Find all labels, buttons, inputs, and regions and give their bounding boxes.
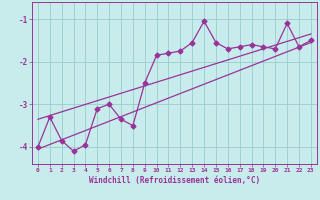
X-axis label: Windchill (Refroidissement éolien,°C): Windchill (Refroidissement éolien,°C) [89,176,260,185]
